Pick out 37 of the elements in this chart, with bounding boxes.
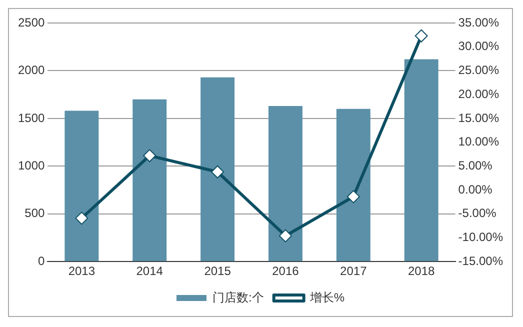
y-tick-label: 0 xyxy=(38,254,46,268)
point xyxy=(211,165,224,178)
y-tick-label: 2000 xyxy=(18,63,46,78)
y2-tick-label: 20.00% xyxy=(458,86,500,101)
y2-tick-label: 25.00% xyxy=(458,63,500,78)
legend-label: 门店数:个 xyxy=(212,290,264,304)
y-tick-label: 500 xyxy=(24,206,46,220)
x-tick-label: 2015 xyxy=(204,264,232,278)
y2-tick-label: 15.00% xyxy=(458,110,500,125)
y-tick-label: 1000 xyxy=(18,158,46,172)
point xyxy=(75,212,88,225)
point xyxy=(278,229,292,242)
y-tick-label: 2500 xyxy=(18,15,46,30)
x-tick-label: 2013 xyxy=(68,264,96,278)
y-tick-label: 1500 xyxy=(18,110,46,125)
y2-tick-label: 0.00% xyxy=(458,182,493,196)
x-tick-label: 2017 xyxy=(340,264,368,278)
point xyxy=(414,29,428,42)
y2-tick-label: -15.00% xyxy=(458,254,504,268)
x-tick-label: 2018 xyxy=(408,264,436,278)
y2-tick-label: 10.00% xyxy=(458,134,500,149)
y2-tick-label: -10.00% xyxy=(458,230,504,244)
bar xyxy=(336,108,370,262)
legend-label: 增长% xyxy=(308,290,345,304)
bar xyxy=(64,110,99,262)
bar xyxy=(268,106,302,262)
x-tick-label: 2014 xyxy=(136,264,164,278)
point xyxy=(346,190,360,204)
y2-tick-label: -5.00% xyxy=(458,206,497,220)
bar xyxy=(200,77,235,262)
bar xyxy=(404,59,438,262)
y2-tick-label: 30.00% xyxy=(458,39,500,54)
bar xyxy=(132,99,167,262)
y2-tick-label: 35.00% xyxy=(458,15,500,30)
y2-tick-label: 5.00% xyxy=(458,158,493,172)
x-tick-label: 2016 xyxy=(272,264,300,278)
point xyxy=(143,149,156,162)
